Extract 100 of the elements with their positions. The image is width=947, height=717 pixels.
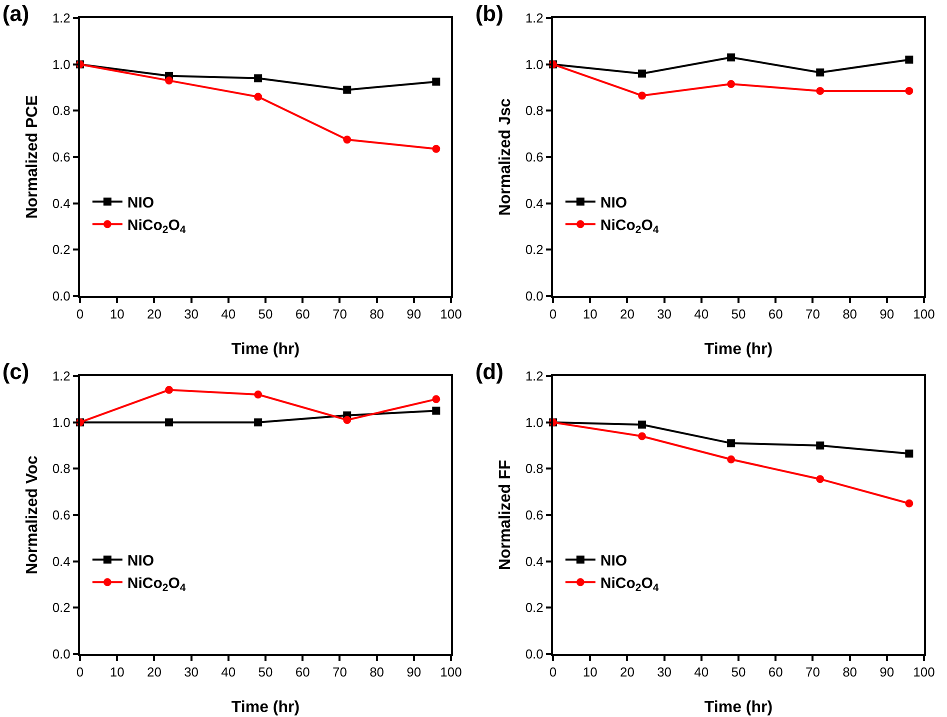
x-tick-label: 0 [549,306,557,322]
point [432,406,440,415]
y-axis-title: Normalized FF [497,460,514,570]
x-tick-label: 100 [913,664,935,680]
point [254,418,262,426]
x-tick-label: 30 [657,664,672,680]
y-tick-label: 0.6 [52,150,70,165]
x-tick-label: 70 [332,664,347,680]
x-tick-label: 60 [768,664,783,680]
legend-label: NIO [127,552,154,570]
y-tick-label: 0.8 [525,103,544,118]
x-tick-label: 90 [406,664,422,680]
y-tick-label: 0.2 [52,242,70,258]
chart-title: (b) [475,0,504,26]
y-tick-label: 1.0 [525,56,544,72]
point [638,420,646,429]
y-tick-label: 1.2 [52,368,70,384]
x-tick-label: 80 [370,306,384,322]
x-tick-label: 10 [110,306,124,322]
point [905,86,914,95]
point [165,386,174,394]
y-tick-label: 0.2 [52,600,70,616]
x-tick-label: 30 [184,306,199,322]
legend-label: NiCo$_{2}$O$_{4}$ [600,217,659,236]
point [165,76,174,85]
x-tick-label: 40 [221,306,236,322]
x-tick-label: 70 [805,664,820,680]
x-tick-label: 100 [913,306,935,322]
x-tick-label: 30 [657,306,672,322]
point [905,56,914,64]
point [816,442,824,450]
x-tick-label: 50 [731,306,746,322]
point [638,92,646,100]
x-tick-label: 40 [694,306,709,322]
x-tick-label: 10 [582,306,598,322]
x-tick-label: 60 [295,664,310,680]
y-tick-label: 0.0 [52,288,70,304]
x-tick-label: 60 [295,306,310,322]
point [254,74,262,82]
legend-label: NIO [127,194,154,212]
x-tick-label: 40 [221,664,236,680]
chart-title: (d) [475,358,504,384]
y-tick-label: 0.8 [52,461,70,476]
x-tick-label: 20 [146,664,162,680]
y-tick-label: 0.0 [525,646,544,662]
x-tick-label: 70 [805,306,820,322]
chart-title: (a) [2,0,30,26]
y-tick-label: 1.2 [525,10,544,26]
point [165,418,174,426]
x-tick-label: 50 [258,664,273,680]
point [816,475,824,484]
point [254,92,262,101]
legend-label: NiCo$_{2}$O$_{4}$ [127,575,186,594]
y-tick-label: 0.8 [525,461,544,476]
x-tick-label: 100 [440,664,462,680]
x-tick-label: 10 [582,664,598,680]
y-tick-label: 0.6 [525,150,544,165]
x-tick-label: 70 [332,306,347,322]
point [432,144,440,153]
x-tick-label: 40 [694,664,709,680]
point [727,53,736,62]
y-tick-label: 0.6 [525,508,544,523]
x-tick-label: 10 [110,664,124,680]
legend-label: NiCo$_{2}$O$_{4}$ [600,575,659,594]
y-tick-label: 1.2 [525,368,544,384]
point [343,416,352,424]
point [727,455,736,464]
y-tick-label: 1.2 [52,10,70,26]
y-axis-title: Normalized PCE [24,94,41,219]
x-tick-label: 80 [842,306,858,322]
y-axis-title: Normalized Jsc [497,98,514,216]
legend-label: NIO [600,552,628,570]
x-tick-label: 100 [440,306,462,322]
point [727,439,736,448]
x-tick-label: 30 [184,664,199,680]
y-tick-label: 0.4 [525,554,544,569]
y-tick-label: 1.0 [525,414,544,430]
x-axis-title: Time (hr) [231,699,300,716]
y-tick-label: 0.8 [52,103,70,118]
y-tick-label: 0.0 [525,288,544,304]
y-tick-label: 0.6 [52,508,70,523]
point [816,68,824,76]
point [638,70,646,78]
y-tick-label: 0.4 [52,196,70,211]
point [254,390,262,399]
x-tick-label: 50 [731,664,746,680]
x-tick-label: 0 [76,306,84,322]
y-tick-label: 0.4 [525,196,544,211]
x-axis-title: Time (hr) [704,699,773,716]
point [905,499,914,508]
chart-title: (c) [2,358,30,384]
y-tick-label: 1.0 [52,414,70,430]
x-tick-label: 90 [880,664,894,680]
x-tick-label: 20 [146,306,162,322]
y-tick-label: 0.0 [52,646,70,662]
x-axis-title: Time (hr) [231,341,300,358]
point [432,395,440,404]
y-tick-label: 0.2 [525,242,544,258]
x-tick-label: 0 [76,664,84,680]
point [905,450,914,458]
